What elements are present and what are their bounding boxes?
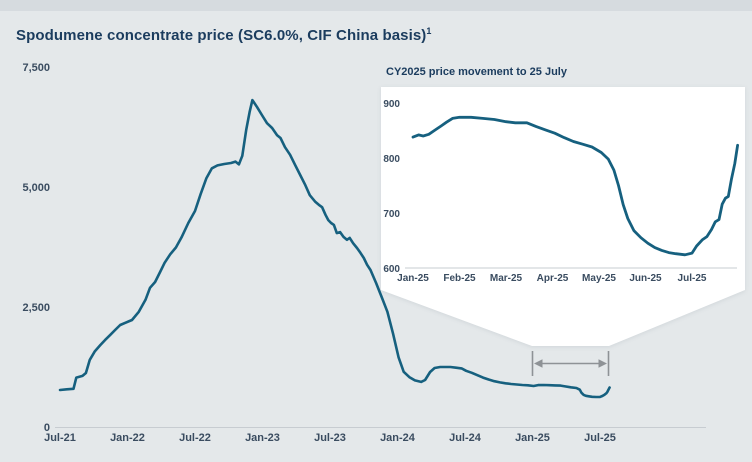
x-tick-label: Jul-23: [314, 432, 346, 444]
x-tick-label: Jan-22: [110, 432, 145, 444]
x-tick-label: Jul-25: [584, 432, 616, 444]
x-tick-label: Jul-22: [179, 432, 211, 444]
x-tick-label: Jul-24: [449, 432, 482, 444]
y-tick-label: 600: [383, 264, 400, 275]
y-tick-label: 5,000: [22, 182, 50, 194]
x-tick-label: Apr-25: [537, 273, 569, 284]
inset-callout-panel: [381, 87, 745, 346]
y-tick-label: 2,500: [22, 302, 50, 314]
x-tick-label: Jan-24: [380, 432, 416, 444]
inset-chart: 600 700 800 900 Jan-25 Feb-25 Mar-25 Apr-25 May-…: [383, 99, 739, 284]
x-tick-label: Feb-25: [443, 273, 476, 284]
price-series-line: [411, 115, 739, 257]
y-tick-label: 0: [44, 422, 50, 434]
x-tick-label: Jul-25: [678, 273, 707, 284]
range-arrow-head-right: [598, 359, 607, 368]
y-tick-label: 7,500: [22, 62, 50, 74]
y-tick-label: 800: [383, 154, 400, 165]
y-tick-label: 700: [383, 209, 400, 220]
x-tick-label: Jan-23: [245, 432, 280, 444]
x-tick-label: Mar-25: [490, 273, 523, 284]
range-arrow-head-left: [534, 359, 543, 368]
inset-title: CY2025 price movement to 25 July: [386, 66, 567, 78]
top-strip: [0, 0, 752, 11]
price-series-line: [58, 98, 611, 399]
x-tick-label: Jun-25: [629, 273, 662, 284]
y-tick-label: 900: [383, 99, 400, 110]
x-tick-label: May-25: [582, 273, 616, 284]
x-tick-label: Jan-25: [397, 273, 429, 284]
page-title: Spodumene concentrate price (SC6.0%, CIF…: [16, 26, 432, 44]
main-chart: 0 2,500 5,000 7,500 Jul-21 Jan-22 Jul-22 Jan-23…: [22, 62, 706, 444]
x-tick-label: Jul-21: [44, 432, 76, 444]
page-title-text: Spodumene concentrate price (SC6.0%, CIF…: [16, 27, 427, 44]
x-tick-label: Jan-25: [515, 432, 550, 444]
zoom-range-arrow: [531, 351, 610, 376]
page-title-footnote-marker: 1: [426, 26, 432, 36]
